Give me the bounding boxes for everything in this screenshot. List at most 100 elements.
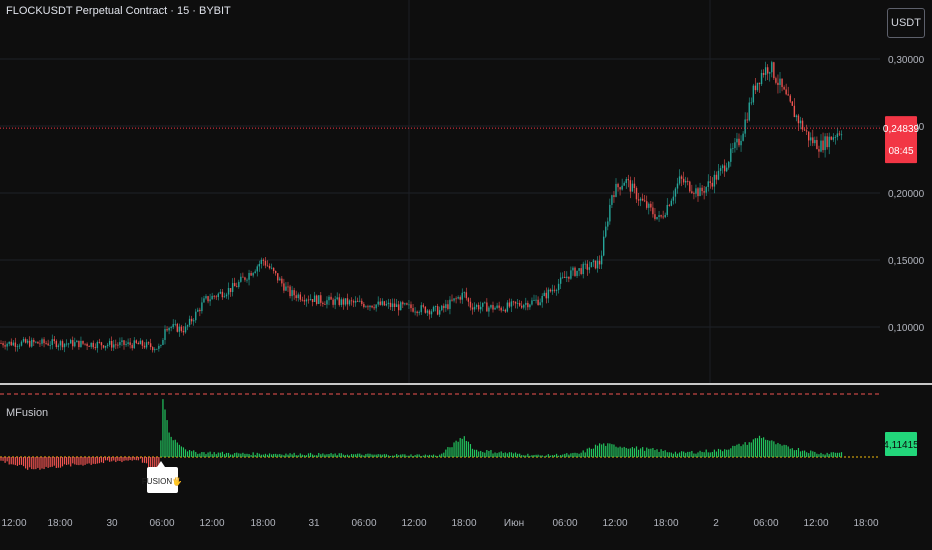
candle-body — [611, 195, 613, 205]
indicator-bar — [551, 455, 554, 457]
fusion-signal-tag[interactable]: FUSION🖐 — [142, 461, 182, 493]
indicator-bar — [767, 440, 769, 457]
indicator-bar — [701, 451, 703, 457]
candle-body — [682, 178, 685, 183]
candle-body — [785, 89, 787, 95]
candle-body — [76, 340, 78, 343]
indicator-bar — [637, 449, 640, 457]
indicator-bar — [562, 454, 564, 457]
indicator-bar — [779, 444, 781, 457]
indicator-bar — [785, 445, 787, 457]
indicator-bar — [504, 452, 506, 457]
candle-body — [20, 341, 23, 346]
candle-body — [174, 323, 176, 325]
indicator-bar — [439, 454, 441, 457]
indicator-bar — [435, 455, 437, 457]
indicator-bar — [322, 453, 324, 457]
time-axis[interactable]: 12:00 18:00 30 06:00 12:00 18:00 31 06:00 12:00 1… — [1, 518, 878, 529]
indicator-bar — [55, 457, 57, 468]
indicator-bar — [342, 454, 344, 457]
indicator-bar — [160, 440, 162, 457]
indicator-bar — [482, 452, 484, 457]
indicator-bar — [0, 457, 2, 461]
candle-body — [613, 195, 615, 197]
indicator-value-badge: 4,11415 — [883, 432, 919, 457]
price-axis-label: 0,20000 — [888, 189, 925, 200]
indicator-bar — [592, 448, 595, 457]
indicator-bar — [476, 449, 478, 457]
candle-body — [143, 345, 146, 348]
indicator-bar — [10, 457, 12, 465]
indicator-bar — [514, 452, 517, 457]
indicator-bar — [756, 438, 759, 457]
indicator-bar — [810, 450, 812, 457]
indicator-bar — [816, 453, 818, 457]
time-axis-label: 18:00 — [250, 518, 275, 529]
indicator-bar — [340, 453, 342, 457]
indicator-bar — [193, 450, 195, 457]
candle-body — [504, 309, 506, 312]
candle-body — [49, 344, 51, 346]
indicator-bar — [428, 454, 431, 457]
candle-body — [594, 260, 597, 269]
indicator-bar — [338, 453, 340, 457]
indicator-bar — [488, 450, 490, 457]
indicator-bar — [738, 443, 740, 457]
candle-body — [176, 323, 178, 332]
candle-body — [113, 344, 115, 348]
candle-body — [740, 140, 742, 146]
candle-body — [135, 340, 137, 343]
candle-body — [615, 183, 617, 197]
indicator-bar — [558, 455, 560, 457]
candle-body — [547, 289, 550, 299]
candle-body — [510, 301, 513, 307]
candle-body — [748, 102, 750, 121]
candle-body — [680, 176, 683, 179]
candle-body — [238, 281, 240, 287]
candle-body — [139, 340, 142, 345]
candle-body — [605, 226, 607, 237]
indicator-bar — [195, 451, 197, 457]
indicator-title[interactable]: MFusion — [6, 407, 49, 419]
indicator-bar — [293, 452, 295, 457]
candle-body — [424, 306, 427, 313]
indicator-bar — [314, 455, 316, 457]
candle-body — [381, 301, 383, 305]
indicator-bar — [250, 455, 252, 457]
candle-body — [303, 300, 306, 302]
candle-body — [443, 305, 445, 309]
candle-body — [541, 296, 543, 303]
candle-body — [789, 95, 791, 102]
indicator-bar — [260, 454, 262, 457]
candle-body — [108, 340, 111, 345]
indicator-bar — [266, 454, 269, 457]
candle-body — [391, 303, 394, 307]
time-axis-label: 06:00 — [149, 518, 174, 529]
indicator-bar — [234, 453, 236, 457]
candle-body — [252, 273, 254, 276]
indicator-bar — [359, 453, 361, 457]
indicator-bar — [334, 453, 336, 457]
indicator-bar — [115, 457, 117, 463]
candle-body — [33, 339, 35, 343]
candle-body — [432, 306, 435, 312]
indicator-bar — [658, 451, 660, 457]
symbol-title[interactable]: FLOCKUSDT Perpetual Contract · 15 · BYBI… — [6, 5, 231, 17]
candle-body — [746, 119, 748, 121]
indicator-bar — [830, 452, 832, 457]
candle-body — [588, 267, 591, 270]
candle-body — [603, 236, 605, 256]
candle-body — [488, 307, 490, 312]
candle-body — [426, 310, 429, 313]
indicator-bar — [88, 457, 90, 464]
indicator-bar — [687, 451, 689, 457]
indicator-bar — [414, 455, 416, 457]
candle-body — [170, 327, 172, 328]
candle-body — [39, 343, 41, 345]
indicator-bar — [705, 449, 707, 457]
indicator-bar — [576, 453, 578, 457]
indicator-bar — [131, 457, 133, 461]
currency-button[interactable]: USDT — [887, 8, 925, 38]
